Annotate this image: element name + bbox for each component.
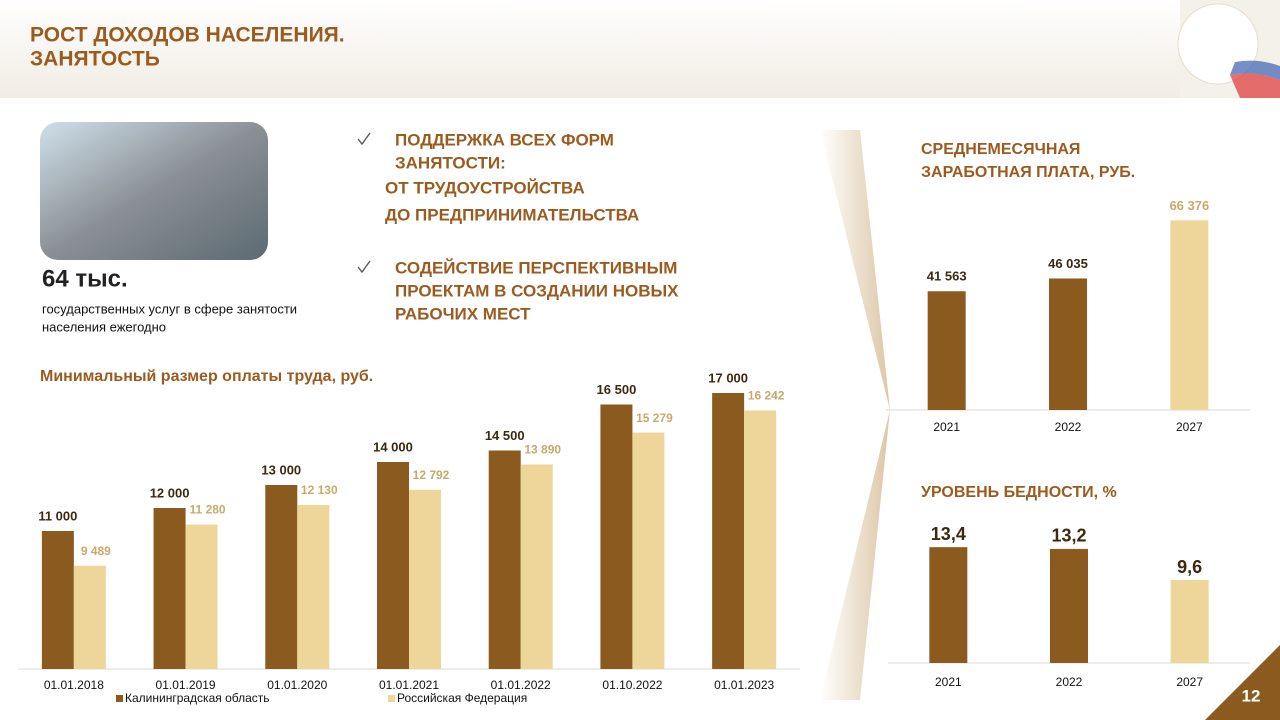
- x-tick-label: 2021: [933, 420, 960, 434]
- x-tick-label: 01.01.2019: [156, 678, 216, 692]
- stat-value: 64 тыс.: [42, 265, 128, 292]
- bar: [929, 547, 968, 663]
- x-tick-label: 01.10.2022: [602, 678, 662, 692]
- value-label: 12 000: [150, 485, 190, 500]
- flag-blue: [1230, 60, 1280, 80]
- page-number: 12: [1242, 686, 1261, 705]
- check-icon: [357, 132, 371, 146]
- value-label: 46 035: [1048, 256, 1088, 271]
- bar: [712, 393, 745, 669]
- slide-title: РОСТ ДОХОДОВ НАСЕЛЕНИЯ.: [30, 24, 345, 47]
- bar: [297, 505, 330, 669]
- bar: [632, 432, 665, 669]
- slide-title: ЗАНЯТОСТЬ: [30, 48, 160, 71]
- legend-swatch: [388, 695, 395, 702]
- x-tick-label: 2027: [1176, 420, 1203, 434]
- legend-label: Калининградская область: [125, 691, 270, 705]
- bullet-text: РАБОЧИХ МЕСТ: [395, 304, 531, 323]
- value-label: 13,4: [931, 524, 966, 544]
- value-label: 17 000: [708, 370, 748, 385]
- bullet-text: ПОДДЕРЖКА ВСЕХ ФОРМ: [395, 130, 614, 149]
- value-label: 13 000: [261, 462, 301, 477]
- x-tick-label: 01.01.2022: [491, 678, 551, 692]
- value-label: 12 792: [413, 468, 450, 482]
- x-tick-label: 2021: [935, 675, 962, 689]
- bar: [265, 485, 298, 669]
- bar: [1049, 278, 1087, 410]
- bar: [927, 291, 966, 410]
- value-label: 11 000: [38, 508, 77, 523]
- bar: [377, 462, 409, 669]
- x-tick-label: 01.01.2020: [267, 678, 327, 692]
- value-label: 13,2: [1051, 526, 1086, 546]
- value-label: 16 242: [748, 389, 785, 403]
- value-label: 11 280: [190, 503, 226, 517]
- check-icon: [357, 260, 371, 274]
- value-label: 9 489: [81, 544, 111, 558]
- chart-title: УРОВЕНЬ БЕДНОСТИ, %: [921, 484, 1117, 501]
- bar: [1050, 548, 1088, 663]
- bar: [409, 489, 441, 669]
- x-tick-label: 01.01.2018: [44, 678, 104, 692]
- value-label: 13 890: [524, 443, 561, 457]
- bar: [744, 410, 777, 669]
- page-corner: [1205, 645, 1280, 720]
- bar: [520, 464, 553, 669]
- divider-arrow: [820, 130, 890, 700]
- bullet-text: ЗАНЯТОСТИ:: [395, 153, 506, 172]
- bar: [600, 404, 633, 669]
- chart-title: ЗАРАБОТНАЯ ПЛАТА, РУБ.: [921, 164, 1135, 181]
- legend-swatch: [116, 695, 123, 702]
- bullet-sub: ОТ ТРУДОУСТРОЙСТВА: [385, 178, 585, 197]
- bar: [488, 450, 521, 669]
- value-label: 16 500: [597, 382, 637, 397]
- x-tick-label: 01.01.2021: [379, 678, 439, 692]
- x-tick-label: 01.01.2023: [714, 678, 774, 692]
- stat-caption: государственных услуг в сфере занятости: [42, 301, 297, 316]
- stat-caption: населения ежегодно: [42, 319, 166, 334]
- bullet-text: ПРОЕКТАМ В СОЗДАНИИ НОВЫХ: [395, 281, 679, 300]
- value-label: 12 130: [301, 483, 338, 497]
- value-label: 15 279: [636, 411, 673, 425]
- value-label: 9,6: [1177, 557, 1202, 577]
- bar: [41, 531, 74, 669]
- chart-title: СРЕДНЕМЕСЯЧНАЯ: [921, 141, 1080, 158]
- flag-red: [1230, 73, 1280, 98]
- bar: [185, 524, 218, 669]
- bar: [1170, 220, 1209, 410]
- x-tick-label: 2022: [1056, 675, 1083, 689]
- value-label: 66 376: [1169, 198, 1209, 213]
- header-band: [0, 0, 1280, 98]
- value-label: 14 500: [485, 428, 525, 443]
- bullet-text: СОДЕЙСТВИЕ ПЕРСПЕКТИВНЫМ: [395, 258, 677, 277]
- bar: [73, 565, 106, 669]
- value-label: 41 563: [927, 269, 967, 284]
- photo: [40, 122, 268, 260]
- value-label: 14 000: [373, 439, 413, 454]
- legend-label: Российская Федерация: [397, 691, 527, 705]
- x-tick-label: 2022: [1055, 420, 1082, 434]
- bullet-sub: ДО ПРЕДПРИНИМАТЕЛЬСТВА: [385, 205, 639, 224]
- bar: [153, 508, 186, 669]
- x-tick-label: 2027: [1176, 675, 1203, 689]
- chart-title: Минимальный размер оплаты труда, руб.: [40, 368, 373, 385]
- bar: [1170, 580, 1209, 663]
